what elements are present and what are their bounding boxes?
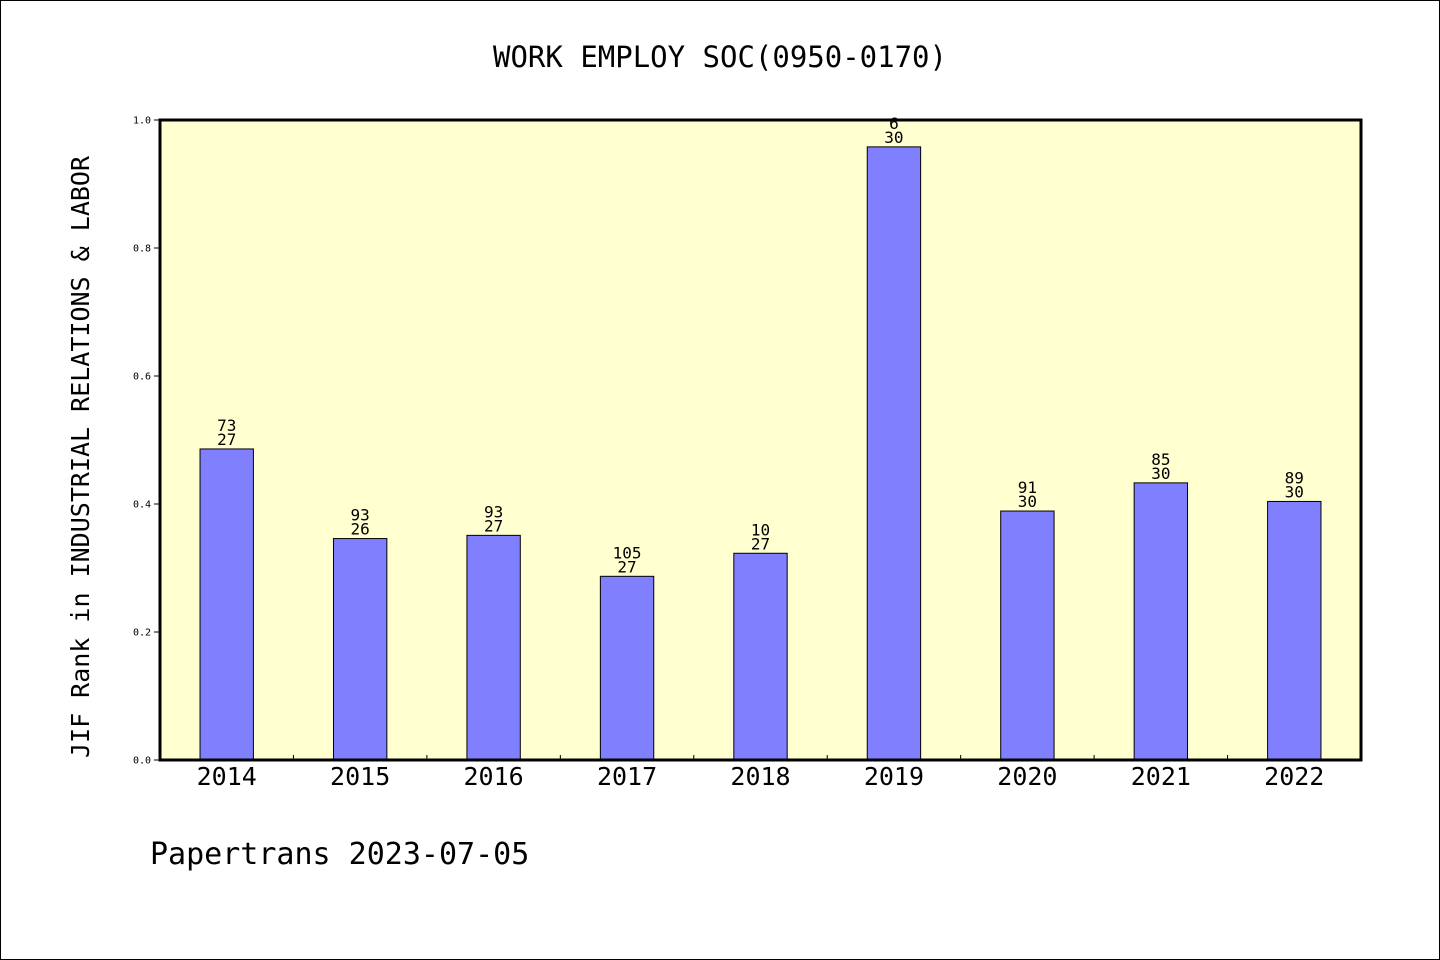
x-tick-label-2017: 2017 xyxy=(597,762,657,791)
bar-2014 xyxy=(199,448,254,761)
bar-label-top-2017: 105 xyxy=(613,543,642,562)
bar-2016 xyxy=(466,534,521,761)
bar-label-top-2016: 93 xyxy=(484,502,503,521)
bar-label-top-2015: 93 xyxy=(351,506,370,525)
bar-label-bottom-2022: 30 xyxy=(1285,482,1304,501)
bars-layer xyxy=(199,146,1322,761)
bar-2019 xyxy=(866,146,922,761)
x-tick-label-2022: 2022 xyxy=(1264,762,1324,791)
bar-2020 xyxy=(1000,510,1055,761)
x-tick-label-2020: 2020 xyxy=(997,762,1057,791)
chart-title: WORK EMPLOY SOC(0950-0170) xyxy=(493,40,947,74)
x-tick-label-2014: 2014 xyxy=(197,762,257,791)
y-tick-label: 0.6 xyxy=(133,372,151,383)
bar-label-bottom-2018: 27 xyxy=(751,534,770,553)
bar-label-bottom-2016: 27 xyxy=(484,516,503,535)
x-tick-label-2015: 2015 xyxy=(330,762,390,791)
bar-label-top-2018: 10 xyxy=(751,520,770,539)
bar-label-top-2022: 89 xyxy=(1285,468,1304,487)
bar-label-top-2019: 6 xyxy=(889,114,899,133)
x-axis: 2014 2015 2016 2017 2018 2019 2020 2021 2022 xyxy=(197,755,1324,791)
bar-2015 xyxy=(332,538,388,761)
bar-label-top-2021: 85 xyxy=(1151,450,1170,469)
bar-2018 xyxy=(733,552,788,761)
bar-label-top-2020: 91 xyxy=(1018,478,1037,497)
x-tick-label-2021: 2021 xyxy=(1131,762,1191,791)
bar-label-bottom-2015: 26 xyxy=(351,520,370,539)
y-tick-label: 0.2 xyxy=(133,628,151,639)
bar-label-top-2014: 73 xyxy=(217,416,236,435)
plot-border xyxy=(158,118,1363,762)
bar-label-bottom-2019: 30 xyxy=(884,128,903,147)
y-tick-label: 0.8 xyxy=(133,244,151,255)
bar-2022 xyxy=(1267,500,1322,761)
x-tick-label-2018: 2018 xyxy=(730,762,790,791)
bar-label-bottom-2014: 27 xyxy=(217,430,236,449)
x-tick-label-2016: 2016 xyxy=(464,762,524,791)
bar-2021 xyxy=(1133,482,1189,761)
bar-label-bottom-2017: 27 xyxy=(617,557,636,576)
x-tick-label-2019: 2019 xyxy=(864,762,924,791)
bar-label-bottom-2020: 30 xyxy=(1018,492,1037,511)
y-tick-label: 0.0 xyxy=(133,756,151,767)
y-axis: 0.0 0.2 0.4 0.6 0.8 1.0 xyxy=(133,116,160,767)
bar-label-bottom-2021: 30 xyxy=(1151,464,1170,483)
bar-2017 xyxy=(599,575,655,761)
y-axis-label: JIF Rank in INDUSTRIAL RELATIONS & LABOR xyxy=(66,155,95,758)
y-tick-label: 0.4 xyxy=(133,500,151,511)
footer-credit: Papertrans 2023-07-05 xyxy=(150,837,529,872)
y-tick-label: 1.0 xyxy=(133,116,151,127)
